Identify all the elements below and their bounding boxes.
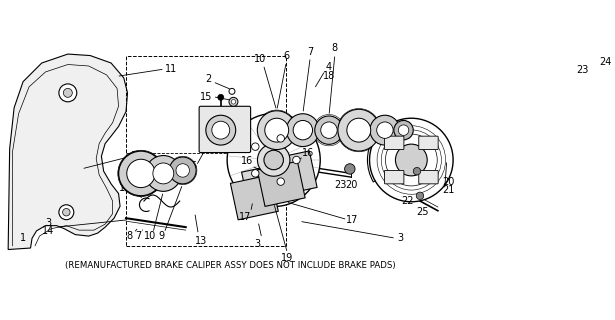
Text: 14: 14: [42, 226, 55, 236]
Text: 6: 6: [284, 51, 290, 60]
FancyBboxPatch shape: [384, 171, 404, 184]
Circle shape: [231, 100, 236, 104]
FancyBboxPatch shape: [419, 171, 438, 184]
Circle shape: [416, 192, 424, 200]
Circle shape: [145, 156, 181, 191]
Text: 19: 19: [281, 253, 293, 263]
Bar: [126, 56, 287, 246]
Text: 17: 17: [239, 212, 252, 222]
Circle shape: [377, 122, 393, 138]
Circle shape: [413, 167, 421, 175]
Text: 13: 13: [194, 236, 207, 245]
Circle shape: [257, 111, 296, 149]
Circle shape: [370, 115, 400, 145]
Text: 10: 10: [144, 231, 156, 241]
Polygon shape: [231, 175, 279, 220]
Text: 13: 13: [119, 183, 132, 193]
Text: 3: 3: [46, 218, 52, 228]
Text: 16: 16: [302, 148, 314, 157]
Circle shape: [63, 88, 73, 97]
Circle shape: [395, 144, 427, 176]
Text: 21: 21: [442, 185, 454, 195]
Circle shape: [176, 164, 189, 177]
Circle shape: [127, 159, 155, 188]
Circle shape: [287, 114, 319, 147]
Polygon shape: [242, 164, 290, 209]
Text: 10: 10: [254, 54, 266, 64]
Circle shape: [59, 84, 77, 102]
Polygon shape: [257, 161, 305, 206]
Circle shape: [293, 156, 300, 164]
Circle shape: [370, 118, 453, 202]
Text: 20: 20: [345, 180, 357, 190]
Circle shape: [227, 114, 320, 206]
Circle shape: [277, 135, 285, 142]
FancyBboxPatch shape: [384, 136, 404, 149]
Text: 3: 3: [397, 233, 403, 243]
Circle shape: [344, 164, 355, 174]
Circle shape: [169, 157, 196, 184]
Circle shape: [321, 122, 337, 138]
Circle shape: [229, 88, 235, 94]
Circle shape: [218, 94, 224, 100]
Text: (REMANUFACTURED BRAKE CALIPER ASSY DOES NOT INCLUDE BRAKE PADS): (REMANUFACTURED BRAKE CALIPER ASSY DOES …: [65, 261, 396, 270]
Circle shape: [293, 120, 312, 140]
Text: 2: 2: [205, 75, 211, 84]
Circle shape: [252, 170, 259, 177]
Polygon shape: [8, 54, 127, 250]
Circle shape: [212, 121, 230, 139]
Text: 1: 1: [20, 233, 26, 243]
Text: 11: 11: [165, 64, 177, 74]
Text: 17: 17: [346, 215, 359, 225]
Text: 7: 7: [307, 47, 314, 57]
Circle shape: [277, 178, 285, 185]
Circle shape: [229, 97, 238, 106]
Text: 12: 12: [131, 151, 143, 161]
Text: 22: 22: [401, 196, 413, 206]
Circle shape: [600, 79, 609, 88]
Circle shape: [264, 150, 284, 170]
Text: 5: 5: [190, 161, 196, 171]
Polygon shape: [269, 151, 317, 196]
Text: 25: 25: [416, 207, 429, 217]
Circle shape: [258, 144, 290, 176]
Text: 8: 8: [127, 231, 133, 241]
Text: 7: 7: [135, 231, 142, 241]
Circle shape: [338, 109, 379, 151]
Circle shape: [252, 143, 259, 150]
Circle shape: [59, 205, 74, 220]
Circle shape: [315, 116, 343, 144]
Circle shape: [119, 151, 164, 196]
Text: 23: 23: [335, 180, 347, 190]
Text: 24: 24: [599, 57, 611, 67]
FancyBboxPatch shape: [199, 106, 251, 153]
Text: 23: 23: [576, 66, 589, 76]
Circle shape: [394, 120, 413, 140]
Text: 15: 15: [200, 92, 213, 101]
Circle shape: [63, 209, 70, 216]
Circle shape: [153, 163, 174, 184]
Circle shape: [347, 118, 371, 142]
Circle shape: [206, 115, 236, 145]
Text: 3: 3: [254, 238, 260, 249]
Text: 18: 18: [323, 71, 335, 82]
Circle shape: [399, 125, 409, 135]
Text: 4: 4: [326, 62, 332, 72]
Text: 8: 8: [332, 43, 338, 53]
Text: 9: 9: [158, 231, 164, 241]
FancyBboxPatch shape: [419, 136, 438, 149]
Text: 20: 20: [442, 177, 454, 188]
Circle shape: [265, 118, 288, 142]
Text: 16: 16: [240, 156, 253, 166]
